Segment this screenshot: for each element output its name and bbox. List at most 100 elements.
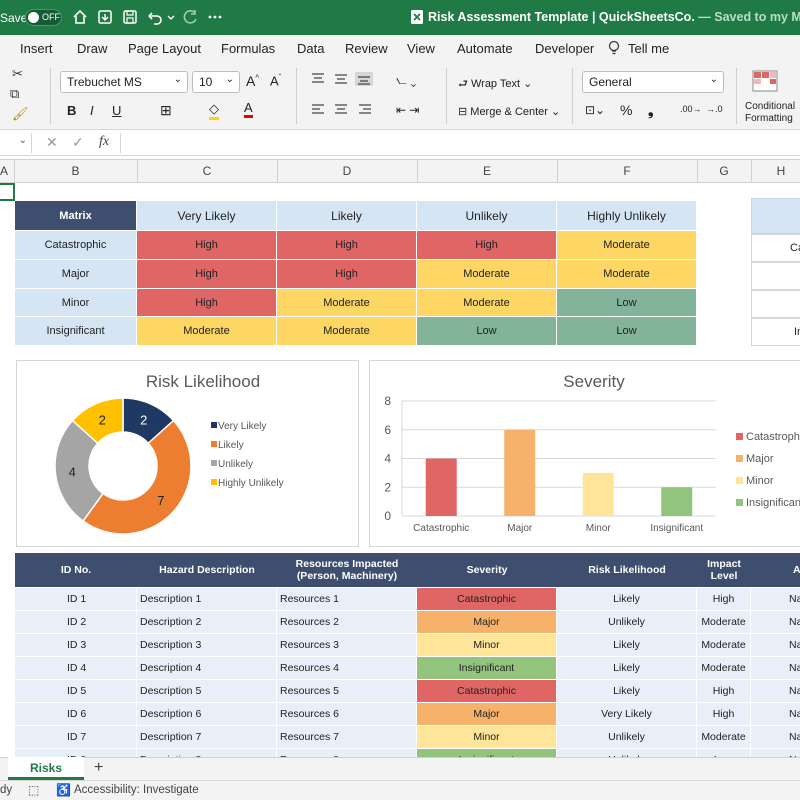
percent-icon[interactable]: % (620, 102, 633, 118)
side-table-cell[interactable]: Ca (751, 234, 800, 262)
hazard-cell[interactable]: Description 6 (137, 703, 277, 726)
matrix-cell[interactable]: High (137, 231, 277, 260)
extra-cell[interactable]: Na (751, 680, 800, 703)
home-icon[interactable] (71, 8, 89, 26)
name-box[interactable]: ⌄ (0, 133, 32, 153)
severity-cell[interactable]: Catastrophic (417, 588, 557, 611)
align-top-icons[interactable] (311, 72, 375, 86)
hazard-cell[interactable]: Description 5 (137, 680, 277, 703)
number-format-select[interactable]: General ⌄ (582, 71, 724, 93)
col-header-e[interactable]: E (482, 164, 491, 178)
format-painter-icon[interactable]: 🖌 (12, 106, 29, 121)
menu-tell-me[interactable]: Tell me (628, 41, 670, 56)
autosave-toggle[interactable]: OFF (25, 9, 62, 26)
table-header[interactable]: Risk Likelihood (588, 564, 666, 576)
indent-icons[interactable]: ⇤ ⇥ (396, 103, 420, 117)
extra-cell[interactable]: Na (751, 657, 800, 680)
resources-cell[interactable]: Resources 4 (277, 657, 417, 680)
hazard-cell[interactable]: Description 4 (137, 657, 277, 680)
matrix-cell[interactable]: Low (557, 289, 697, 317)
matrix-col-very-likely[interactable]: Very Likely (137, 201, 277, 231)
undo-icon[interactable] (146, 8, 164, 26)
fill-color-icon[interactable]: ◇ (209, 101, 219, 120)
matrix-col-unlikely[interactable]: Unlikely (417, 201, 557, 231)
matrix-cell[interactable]: Moderate (557, 231, 697, 260)
matrix-col-highly-unlikely[interactable]: Highly Unlikely (557, 201, 697, 231)
id-cell[interactable]: ID 6 (15, 703, 137, 726)
matrix-cell[interactable]: Moderate (277, 317, 417, 346)
likelihood-cell[interactable]: Likely (557, 588, 697, 611)
comma-style-icon[interactable]: ❟ (648, 102, 654, 118)
extra-cell[interactable]: Na (751, 611, 800, 634)
matrix-cell[interactable]: Moderate (557, 260, 697, 289)
menu-automate[interactable]: Automate (457, 41, 513, 56)
matrix-cell[interactable]: High (137, 289, 277, 317)
orientation-icon[interactable]: ⦦ ⌄ (396, 72, 417, 87)
matrix-row-major[interactable]: Major (15, 260, 137, 289)
col-header-d[interactable]: D (342, 164, 352, 178)
menu-view[interactable]: View (407, 41, 435, 56)
matrix-cell[interactable]: Moderate (137, 317, 277, 346)
menu-developer[interactable]: Developer (535, 41, 595, 56)
impact-cell[interactable]: Moderate (697, 657, 751, 680)
hazard-cell[interactable]: Description 7 (137, 726, 277, 749)
menu-insert[interactable]: Insert (20, 41, 53, 56)
severity-cell[interactable]: Minor (417, 634, 557, 657)
font-name-select[interactable]: Trebuchet MS ⌄ (60, 71, 188, 93)
extra-cell[interactable]: Na (751, 588, 800, 611)
matrix-cell[interactable]: High (277, 260, 417, 289)
extra-cell[interactable]: Na (751, 726, 800, 749)
conditional-formatting-label[interactable]: Conditional Formatting (745, 101, 796, 124)
severity-cell[interactable]: Insignificant (417, 657, 557, 680)
conditional-formatting-icon[interactable] (752, 70, 778, 92)
extra-cell[interactable]: Na (751, 703, 800, 726)
matrix-cell[interactable]: High (277, 231, 417, 260)
more-icon[interactable] (206, 8, 224, 26)
matrix-row-insignificant[interactable]: Insignificant (15, 317, 137, 346)
undo-dropdown-icon[interactable] (166, 8, 176, 26)
severity-cell[interactable]: Catastrophic (417, 680, 557, 703)
id-cell[interactable]: ID 5 (15, 680, 137, 703)
fx-icon[interactable]: fx (99, 134, 110, 149)
id-cell[interactable]: ID 4 (15, 657, 137, 680)
matrix-row-minor[interactable]: Minor (15, 289, 137, 317)
resources-cell[interactable]: Resources 3 (277, 634, 417, 657)
copy-icon[interactable]: ⧉ (10, 86, 20, 101)
id-cell[interactable]: ID 7 (15, 726, 137, 749)
matrix-cell[interactable]: Moderate (417, 289, 557, 317)
col-header-b[interactable]: B (71, 164, 80, 178)
menu-draw[interactable]: Draw (77, 41, 108, 56)
impact-cell[interactable]: Moderate (697, 726, 751, 749)
increase-decimal-icon[interactable]: .00→ (680, 104, 702, 114)
sheet-tab-risks[interactable]: Risks (8, 757, 84, 780)
likelihood-cell[interactable]: Unlikely (557, 611, 697, 634)
wrap-text-button[interactable]: ⮐ Wrap Text ⌄ (458, 78, 533, 90)
currency-icon[interactable]: ⊡⌄ (585, 103, 606, 117)
table-header[interactable]: ID No. (60, 564, 92, 576)
matrix-cell[interactable]: Moderate (277, 289, 417, 317)
enter-icon[interactable]: ✓ (72, 134, 84, 150)
matrix-cell[interactable]: High (417, 231, 557, 260)
accessibility-icon[interactable]: ♿ (56, 783, 71, 797)
save-icon[interactable] (121, 8, 139, 26)
col-header-h[interactable]: H (776, 164, 786, 178)
accessibility-status[interactable]: Accessibility: Investigate (74, 784, 199, 796)
severity-chart[interactable]: Severity 0 2 4 6 8 Catastrophic Major Minor Ins… (369, 360, 800, 547)
extra-cell[interactable]: Na (751, 634, 800, 657)
matrix-row-catastrophic[interactable]: Catastrophic (15, 231, 137, 260)
open-folder-icon[interactable] (96, 8, 114, 26)
id-cell[interactable]: ID 1 (15, 588, 137, 611)
impact-cell[interactable]: High (697, 703, 751, 726)
bold-button[interactable]: B (67, 103, 77, 118)
italic-button[interactable]: I (90, 103, 94, 118)
side-table-cell[interactable] (751, 290, 800, 318)
hazard-cell[interactable]: Description 2 (137, 611, 277, 634)
merge-center-button[interactable]: ⊟ Merge & Center ⌄ (458, 106, 561, 118)
impact-cell[interactable]: Moderate (697, 634, 751, 657)
font-color-icon[interactable]: A (244, 100, 253, 118)
hazard-cell[interactable]: Description 1 (137, 588, 277, 611)
side-table-cell[interactable]: In (751, 318, 800, 346)
col-header-c[interactable]: C (202, 164, 212, 178)
add-sheet-button[interactable]: + (94, 759, 104, 776)
id-cell[interactable]: ID 3 (15, 634, 137, 657)
